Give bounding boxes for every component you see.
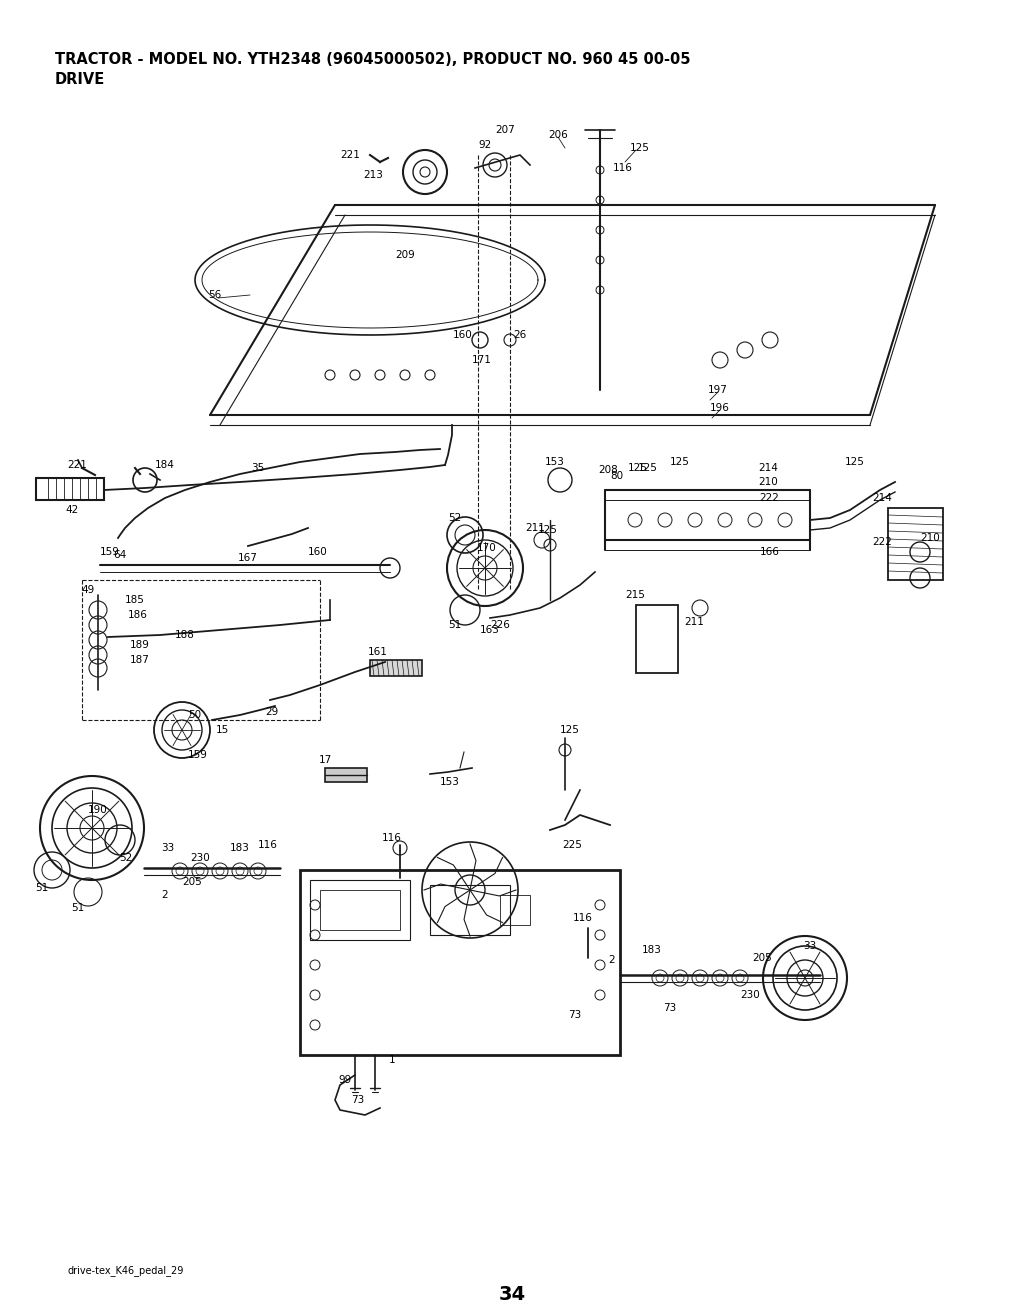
Text: 230: 230 [190, 853, 210, 863]
Text: 99: 99 [338, 1075, 351, 1084]
Text: 222: 222 [872, 537, 892, 547]
Bar [36, 478, 104, 500]
Text: 185: 185 [125, 595, 145, 605]
Text: 125: 125 [638, 463, 658, 472]
Text: 213: 213 [364, 170, 383, 180]
Text: 33: 33 [162, 844, 175, 853]
Text: 222: 222 [759, 494, 779, 503]
Text: 210: 210 [921, 533, 940, 544]
Text: 159: 159 [100, 547, 120, 557]
Text: 221: 221 [67, 461, 87, 470]
Text: 33: 33 [804, 941, 816, 951]
Text: 17: 17 [318, 755, 332, 765]
Text: 116: 116 [258, 840, 278, 850]
Text: 1: 1 [389, 1055, 395, 1065]
Text: 35: 35 [251, 463, 264, 472]
Text: 26: 26 [513, 330, 526, 340]
Text: 73: 73 [664, 1003, 677, 1013]
Text: 125: 125 [845, 457, 865, 467]
Text: 189: 189 [130, 640, 150, 650]
Text: 116: 116 [382, 833, 402, 844]
Bar [370, 661, 422, 676]
Text: drive-tex_K46_pedal_29: drive-tex_K46_pedal_29 [68, 1265, 184, 1277]
Text: 170: 170 [477, 544, 497, 553]
Text: 226: 226 [490, 620, 510, 630]
Text: 92: 92 [478, 139, 492, 150]
Bar [500, 895, 530, 925]
Text: 206: 206 [548, 130, 568, 139]
Text: 210: 210 [758, 476, 778, 487]
Bar [636, 605, 678, 672]
Text: 190: 190 [88, 805, 108, 815]
Text: 166: 166 [760, 547, 780, 557]
Text: 215: 215 [625, 590, 645, 600]
Text: 29: 29 [265, 707, 279, 717]
Text: 125: 125 [670, 457, 690, 467]
Text: 183: 183 [642, 945, 662, 955]
Text: 153: 153 [440, 776, 460, 787]
Text: 51: 51 [72, 903, 85, 913]
Bar [319, 890, 400, 930]
Text: 125: 125 [628, 463, 648, 472]
Text: 64: 64 [114, 550, 127, 561]
Text: 188: 188 [175, 630, 195, 640]
Text: 209: 209 [395, 250, 415, 261]
Text: 221: 221 [340, 150, 360, 161]
Text: 125: 125 [538, 525, 558, 536]
Text: 160: 160 [454, 330, 473, 340]
Text: 73: 73 [351, 1095, 365, 1105]
Text: 205: 205 [752, 953, 772, 963]
Text: 51: 51 [449, 620, 462, 630]
Text: 116: 116 [573, 913, 593, 923]
Bar [300, 870, 620, 1055]
Text: 208: 208 [598, 465, 617, 475]
Text: 160: 160 [308, 547, 328, 557]
Text: 163: 163 [480, 625, 500, 636]
Bar [430, 884, 510, 934]
Bar [888, 508, 943, 580]
Text: 230: 230 [740, 990, 760, 1000]
Text: DRIVE: DRIVE [55, 72, 105, 87]
Text: 52: 52 [449, 513, 462, 522]
Text: 50: 50 [188, 711, 202, 720]
Text: TRACTOR - MODEL NO. YTH2348 (96045000502), PRODUCT NO. 960 45 00-05: TRACTOR - MODEL NO. YTH2348 (96045000502… [55, 53, 690, 67]
Text: 161: 161 [368, 647, 388, 657]
Text: 167: 167 [238, 553, 258, 563]
Text: 225: 225 [562, 840, 582, 850]
Bar [325, 769, 367, 782]
Text: 183: 183 [230, 844, 250, 853]
Text: 197: 197 [708, 386, 728, 395]
Text: 211: 211 [684, 617, 703, 626]
Text: 80: 80 [610, 471, 624, 482]
Bar [310, 880, 410, 940]
Text: 186: 186 [128, 611, 147, 620]
Text: 187: 187 [130, 655, 150, 665]
Text: 125: 125 [630, 143, 650, 153]
Text: 51: 51 [36, 883, 48, 894]
Text: 15: 15 [215, 725, 228, 736]
Text: 171: 171 [472, 355, 492, 365]
Text: 211: 211 [525, 522, 545, 533]
Text: 125: 125 [560, 725, 580, 736]
Text: 49: 49 [81, 586, 94, 595]
Text: 42: 42 [66, 505, 79, 515]
Text: 56: 56 [208, 290, 221, 300]
Text: 52: 52 [120, 853, 133, 863]
Text: 205: 205 [182, 876, 202, 887]
Text: 73: 73 [568, 1009, 582, 1020]
Text: 196: 196 [710, 403, 730, 413]
Text: 2: 2 [608, 955, 615, 965]
Text: 214: 214 [872, 494, 892, 503]
Text: 207: 207 [496, 125, 515, 136]
Text: 116: 116 [613, 163, 633, 172]
Text: 184: 184 [155, 461, 175, 470]
Text: 34: 34 [499, 1284, 525, 1304]
Text: 153: 153 [545, 457, 565, 467]
Text: 214: 214 [758, 463, 778, 472]
Text: 2: 2 [162, 890, 168, 900]
Text: 159: 159 [188, 750, 208, 761]
